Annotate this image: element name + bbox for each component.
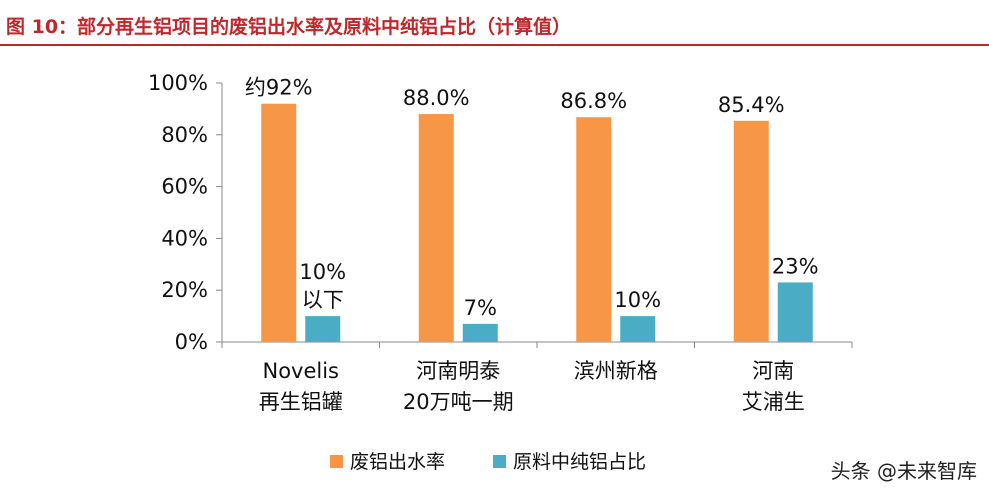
legend-swatch xyxy=(330,455,343,468)
bar xyxy=(261,103,297,342)
watermark: 头条 @未来智库 xyxy=(830,459,977,483)
title-divider xyxy=(0,44,989,46)
legend-label: 原料中纯铝占比 xyxy=(513,451,646,473)
data-label: 10% xyxy=(299,260,346,284)
y-tick-label: 0% xyxy=(175,330,208,354)
data-label: 88.0% xyxy=(403,86,470,110)
y-tick-label: 80% xyxy=(161,123,208,147)
bar xyxy=(620,316,656,342)
data-label: 约92% xyxy=(245,76,313,100)
data-label: 23% xyxy=(772,254,819,278)
figure-title: 图 10：部分再生铝项目的废铝出水率及原料中纯铝占比（计算值） xyxy=(6,16,572,38)
x-tick-label: 河南 xyxy=(752,359,794,383)
x-tick-label: 滨州新格 xyxy=(574,359,658,383)
data-label: 7% xyxy=(464,296,497,320)
legend-label: 废铝出水率 xyxy=(350,451,445,473)
data-label: 10% xyxy=(614,288,661,312)
x-tick-label: 再生铝罐 xyxy=(259,390,343,414)
x-tick-label: 20万吨一期 xyxy=(403,390,514,414)
y-tick-label: 60% xyxy=(161,175,208,199)
bar xyxy=(777,282,813,342)
x-tick-label: 艾浦生 xyxy=(742,390,805,414)
data-label: 85.4% xyxy=(718,93,785,117)
legend-swatch xyxy=(493,455,506,468)
bar xyxy=(462,323,498,342)
x-tick-label: Novelis xyxy=(262,359,339,383)
data-label: 86.8% xyxy=(560,89,627,113)
y-tick-label: 40% xyxy=(161,226,208,250)
y-tick-label: 20% xyxy=(161,278,208,302)
x-tick-label: 河南明泰 xyxy=(416,359,500,383)
y-tick-label: 100% xyxy=(148,71,208,95)
bar xyxy=(576,117,612,342)
bar xyxy=(733,120,769,343)
bar xyxy=(305,316,341,342)
data-label: 以下 xyxy=(302,288,344,312)
bar xyxy=(418,114,454,342)
